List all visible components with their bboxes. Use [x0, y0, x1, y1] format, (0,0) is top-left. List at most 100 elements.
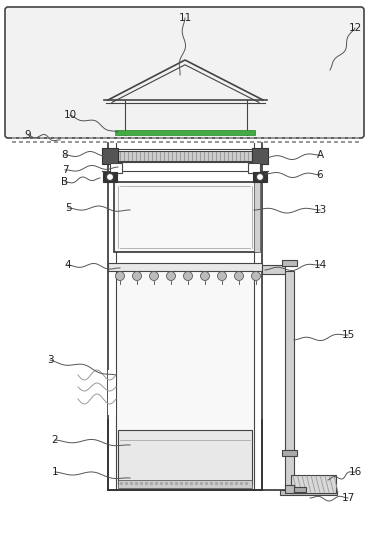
- Bar: [75, 141, 79, 143]
- Bar: [82, 141, 86, 143]
- Bar: [26, 137, 30, 139]
- Bar: [208, 141, 212, 143]
- Bar: [236, 137, 240, 139]
- Text: 3: 3: [47, 355, 53, 365]
- Circle shape: [256, 174, 263, 180]
- Bar: [194, 141, 198, 143]
- Bar: [210, 482, 213, 485]
- Bar: [243, 137, 247, 139]
- Bar: [118, 480, 252, 488]
- Bar: [124, 137, 128, 139]
- Text: A: A: [316, 150, 324, 160]
- Text: 15: 15: [341, 330, 355, 340]
- Bar: [334, 141, 338, 143]
- Bar: [54, 137, 58, 139]
- Bar: [320, 137, 324, 139]
- Circle shape: [106, 174, 114, 180]
- Text: 13: 13: [313, 205, 326, 215]
- Circle shape: [132, 272, 141, 281]
- Bar: [26, 141, 30, 143]
- Bar: [225, 482, 228, 485]
- Bar: [120, 482, 123, 485]
- Bar: [327, 137, 331, 139]
- Circle shape: [150, 272, 158, 281]
- Text: 17: 17: [341, 493, 355, 503]
- Bar: [118, 151, 252, 161]
- Bar: [173, 141, 177, 143]
- Bar: [103, 141, 107, 143]
- Bar: [150, 482, 153, 485]
- Bar: [299, 141, 303, 143]
- Bar: [102, 148, 118, 164]
- Bar: [152, 141, 156, 143]
- Text: 6: 6: [317, 170, 323, 180]
- Bar: [152, 137, 156, 139]
- Bar: [271, 141, 275, 143]
- Bar: [240, 482, 243, 485]
- Bar: [215, 141, 219, 143]
- Bar: [138, 137, 142, 139]
- Bar: [185, 482, 188, 485]
- Bar: [285, 141, 289, 143]
- Text: 9: 9: [25, 130, 31, 140]
- Text: 2: 2: [52, 435, 58, 445]
- Bar: [334, 137, 338, 139]
- Bar: [271, 137, 275, 139]
- Bar: [190, 482, 193, 485]
- Bar: [215, 482, 218, 485]
- Text: 10: 10: [63, 110, 76, 120]
- Bar: [285, 271, 294, 490]
- Bar: [180, 141, 184, 143]
- Bar: [306, 141, 310, 143]
- Bar: [262, 265, 285, 274]
- Bar: [47, 141, 51, 143]
- Bar: [208, 137, 212, 139]
- Text: 1: 1: [52, 467, 58, 477]
- Bar: [165, 482, 168, 485]
- Bar: [40, 137, 44, 139]
- Bar: [355, 137, 359, 139]
- Bar: [292, 141, 296, 143]
- Bar: [264, 141, 268, 143]
- Bar: [103, 137, 107, 139]
- Circle shape: [234, 272, 243, 281]
- Bar: [96, 141, 100, 143]
- Bar: [68, 137, 72, 139]
- Bar: [33, 137, 37, 139]
- Bar: [236, 141, 240, 143]
- Bar: [110, 141, 114, 143]
- Circle shape: [184, 272, 193, 281]
- Bar: [115, 130, 255, 135]
- Bar: [187, 141, 191, 143]
- Text: 11: 11: [178, 13, 192, 23]
- Bar: [200, 482, 203, 485]
- Bar: [320, 141, 324, 143]
- Bar: [282, 450, 297, 456]
- Bar: [180, 482, 183, 485]
- Bar: [54, 141, 58, 143]
- Bar: [108, 370, 116, 415]
- Bar: [306, 137, 310, 139]
- Bar: [280, 490, 337, 495]
- Bar: [264, 137, 268, 139]
- Bar: [110, 137, 114, 139]
- Bar: [299, 137, 303, 139]
- Bar: [131, 137, 135, 139]
- Bar: [61, 137, 65, 139]
- Bar: [138, 141, 142, 143]
- Bar: [285, 485, 294, 493]
- Bar: [294, 487, 306, 492]
- Bar: [33, 141, 37, 143]
- Bar: [252, 148, 268, 164]
- Bar: [116, 271, 254, 490]
- Bar: [257, 141, 261, 143]
- Bar: [250, 137, 254, 139]
- Bar: [285, 137, 289, 139]
- Bar: [19, 137, 23, 139]
- Bar: [170, 482, 173, 485]
- Bar: [131, 141, 135, 143]
- Text: 7: 7: [62, 165, 68, 175]
- Bar: [253, 172, 267, 182]
- FancyBboxPatch shape: [5, 7, 364, 138]
- Bar: [75, 137, 79, 139]
